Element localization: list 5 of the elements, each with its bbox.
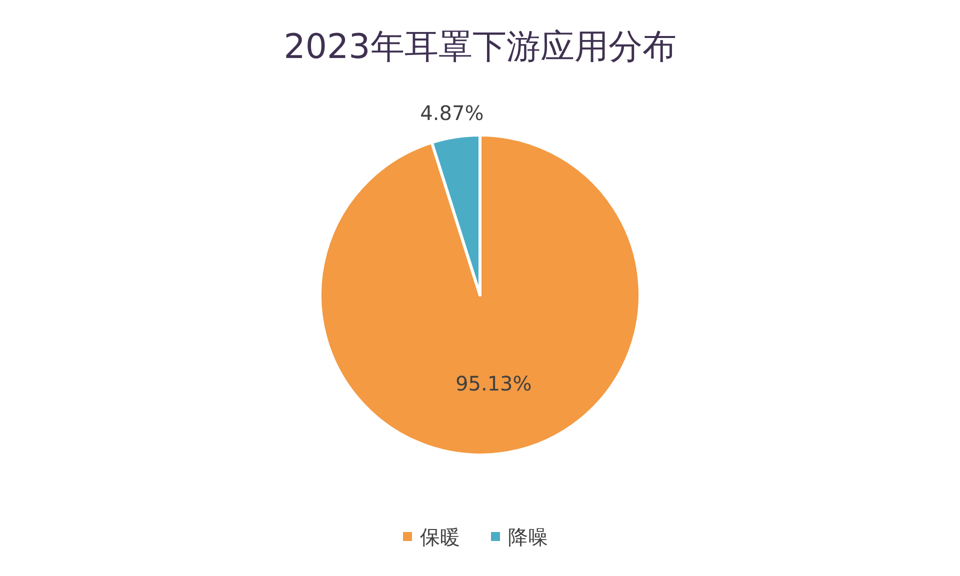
legend-label: 保暖 [420, 525, 460, 549]
data-label: 95.13% [456, 372, 532, 396]
legend-label: 降噪 [508, 525, 548, 549]
data-label: 4.87% [420, 101, 484, 126]
chart-title: 2023年耳罩下游应用分布 [284, 27, 676, 67]
